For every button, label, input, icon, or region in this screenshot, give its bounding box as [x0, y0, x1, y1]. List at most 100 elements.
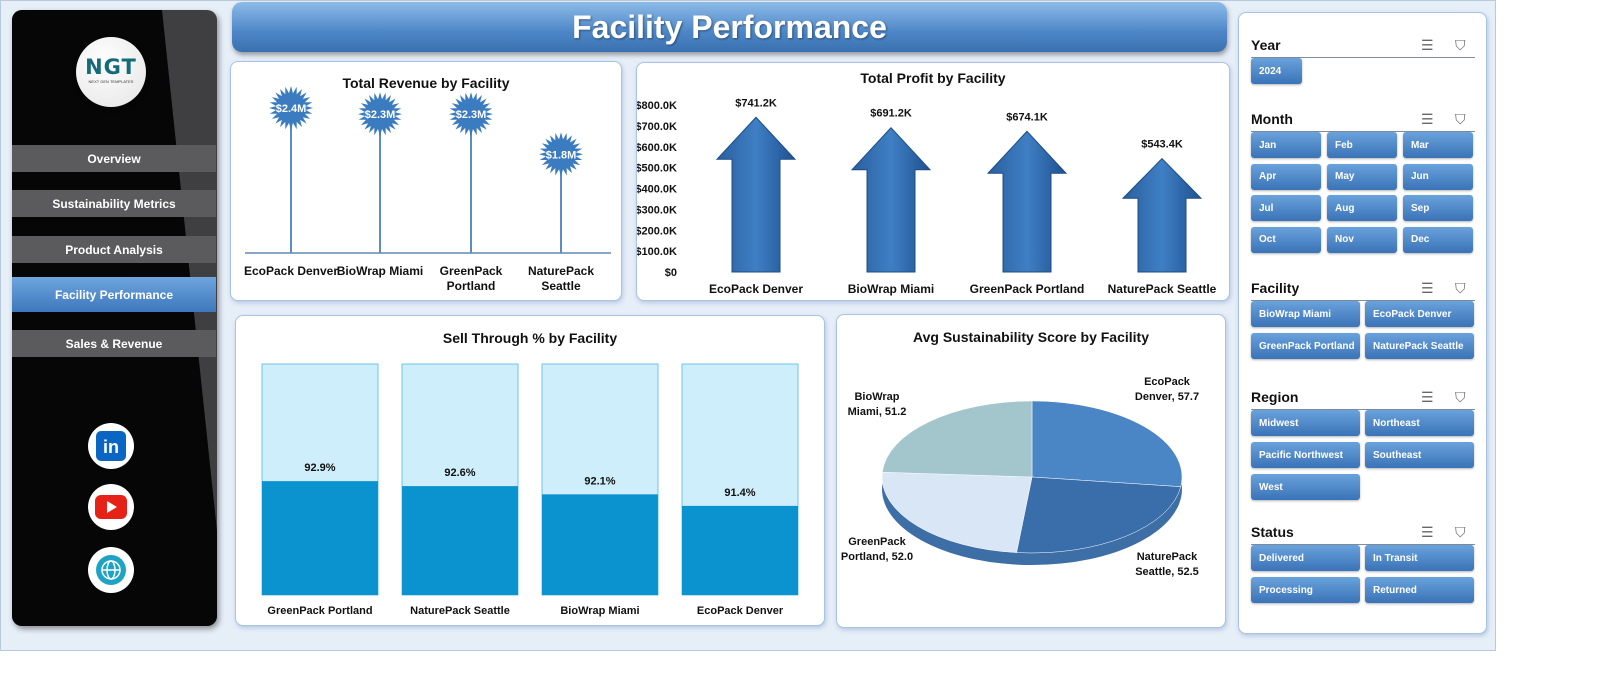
slicer-title: Month: [1251, 111, 1293, 127]
starburst-marker: [539, 132, 583, 177]
slicer-item[interactable]: Jun: [1403, 163, 1473, 190]
slicer-item[interactable]: Delivered: [1251, 545, 1360, 571]
website-button[interactable]: [88, 547, 134, 593]
profit-arrow-bar: [850, 126, 932, 273]
slicer-item[interactable]: NaturePack Seattle: [1365, 333, 1474, 359]
youtube-button[interactable]: [88, 484, 134, 530]
slicer-item[interactable]: Oct: [1251, 226, 1321, 253]
category-label: EcoPack Denver: [697, 605, 784, 617]
slicer-item[interactable]: Southeast: [1365, 442, 1474, 468]
slicer-item[interactable]: GreenPack Portland: [1251, 333, 1360, 359]
slicer-item[interactable]: Jul: [1251, 195, 1321, 221]
slicer-item[interactable]: Midwest: [1251, 410, 1360, 436]
multi-select-icon[interactable]: ☰: [1421, 389, 1434, 405]
data-label: $2.3M: [456, 109, 487, 121]
slicer-item[interactable]: Dec: [1403, 226, 1473, 253]
slicer-item[interactable]: In Transit: [1365, 545, 1474, 571]
page-title-text: Facility Performance: [572, 8, 887, 45]
nav-label: Sales & Revenue: [65, 336, 163, 351]
category-label: NaturePack Seattle: [1108, 282, 1217, 296]
sell-through-bar: [682, 505, 798, 595]
data-label: $2.4M: [276, 103, 307, 115]
slicer-item[interactable]: 2024: [1251, 58, 1302, 84]
data-label: 92.6%: [444, 467, 475, 479]
category-label: BioWrap Miami: [337, 264, 423, 278]
slicer-item[interactable]: May: [1327, 163, 1397, 190]
data-label: $674.1K: [1006, 111, 1048, 123]
sell-through-chart-card: Sell Through % by Facility 92.9% GreenPac…: [235, 315, 825, 626]
data-label: NaturePack Seattle, 52.5: [1135, 551, 1199, 578]
linkedin-button[interactable]: in: [88, 423, 134, 469]
category-label: EcoPack Denver: [709, 282, 803, 296]
slicer-header-month: Month ☰ ⛉: [1251, 111, 1475, 132]
slicer-title: Region: [1251, 389, 1299, 405]
sustainability-chart-card: Avg Sustainability Score by Facility Eco…: [836, 314, 1226, 628]
nav-label: Sustainability Metrics: [52, 196, 176, 211]
y-tick-label: $500.0K: [637, 163, 677, 175]
multi-select-icon[interactable]: ☰: [1421, 524, 1434, 540]
multi-select-icon[interactable]: ☰: [1421, 37, 1434, 53]
clear-filter-icon[interactable]: ⛉: [1455, 111, 1466, 127]
data-label: EcoPack Denver, 57.7: [1135, 376, 1199, 403]
clear-filter-icon[interactable]: ⛉: [1455, 524, 1466, 540]
clear-filter-icon[interactable]: ⛉: [1455, 37, 1466, 53]
slicer-header-region: Region ☰ ⛉: [1251, 389, 1475, 410]
data-label: $2.3M: [365, 109, 396, 121]
sell-through-bar: [542, 494, 658, 595]
clear-filter-icon[interactable]: ⛉: [1455, 280, 1466, 296]
slicer-item[interactable]: Sep: [1403, 195, 1473, 221]
slicer-item[interactable]: Processing: [1251, 577, 1360, 603]
pie-slice: [1016, 476, 1182, 554]
chart-title: Total Revenue by Facility: [342, 75, 510, 91]
category-label: NaturePack Seattle: [410, 605, 510, 617]
logo: NGT NEXT GEN TEMPLATES: [76, 37, 146, 107]
sidebar: NGT NEXT GEN TEMPLATES Overview Sustaina…: [12, 10, 217, 626]
slicer-item[interactable]: Jan: [1251, 132, 1321, 158]
slicer-item[interactable]: Northeast: [1365, 410, 1474, 436]
profit-arrow-bar: [986, 130, 1068, 273]
globe-icon: [96, 555, 126, 585]
clear-filter-icon[interactable]: ⛉: [1455, 389, 1466, 405]
nav-product-analysis[interactable]: Product Analysis: [12, 236, 216, 263]
y-tick-label: $300.0K: [637, 204, 677, 216]
slicer-item[interactable]: Mar: [1403, 132, 1473, 158]
multi-select-icon[interactable]: ☰: [1421, 111, 1434, 127]
sell-through-chart: 92.9% GreenPack Portland 92.6% NaturePack S…: [261, 363, 799, 617]
category-label: BioWrap Miami: [848, 282, 934, 296]
slicer-item[interactable]: BioWrap Miami: [1251, 301, 1360, 327]
nav-sustainability-metrics[interactable]: Sustainability Metrics: [12, 190, 216, 217]
slicer-header-facility: Facility ☰ ⛉: [1251, 280, 1475, 301]
slicer-header-status: Status ☰ ⛉: [1251, 524, 1475, 545]
slicer-item[interactable]: Aug: [1327, 195, 1397, 221]
nav-label: Overview: [87, 151, 141, 166]
nav-sales-revenue[interactable]: Sales & Revenue: [12, 330, 216, 357]
slicer-header-year: Year ☰ ⛉: [1251, 37, 1475, 58]
y-tick-label: $0: [665, 267, 677, 279]
profit-arrow-bar: [715, 116, 797, 273]
nav-facility-performance[interactable]: Facility Performance: [12, 277, 216, 312]
slicer-item[interactable]: West: [1251, 474, 1360, 500]
slicer-item[interactable]: Returned: [1365, 577, 1474, 603]
revenue-chart: $2.4M EcoPack Denver $2.3M BioWrap Miami $2.…: [244, 86, 611, 293]
linkedin-icon: in: [96, 431, 126, 461]
data-label: $543.4K: [1141, 139, 1183, 151]
chart-title: Avg Sustainability Score by Facility: [913, 329, 1149, 345]
category-label: BioWrap Miami: [560, 605, 639, 617]
nav-label: Facility Performance: [54, 287, 174, 302]
slicer-item[interactable]: Nov: [1327, 226, 1397, 253]
category-label: EcoPack Denver: [244, 264, 338, 278]
slicer-title: Year: [1251, 37, 1281, 53]
data-label: $741.2K: [735, 97, 777, 109]
nav-overview[interactable]: Overview: [12, 145, 216, 172]
sell-through-bar: [402, 486, 518, 595]
slicer-item[interactable]: Apr: [1251, 163, 1321, 190]
y-tick-label: $800.0K: [637, 100, 677, 112]
slicer-item[interactable]: Feb: [1327, 132, 1397, 158]
slicer-item[interactable]: EcoPack Denver: [1365, 301, 1474, 327]
slicer-item[interactable]: Pacific Northwest: [1251, 442, 1360, 468]
y-tick-label: $200.0K: [637, 225, 677, 237]
multi-select-icon[interactable]: ☰: [1421, 280, 1434, 296]
data-label: $1.8M: [546, 149, 577, 161]
y-tick-label: $700.0K: [637, 121, 677, 133]
data-label: BioWrap Miami, 51.2: [848, 391, 907, 418]
